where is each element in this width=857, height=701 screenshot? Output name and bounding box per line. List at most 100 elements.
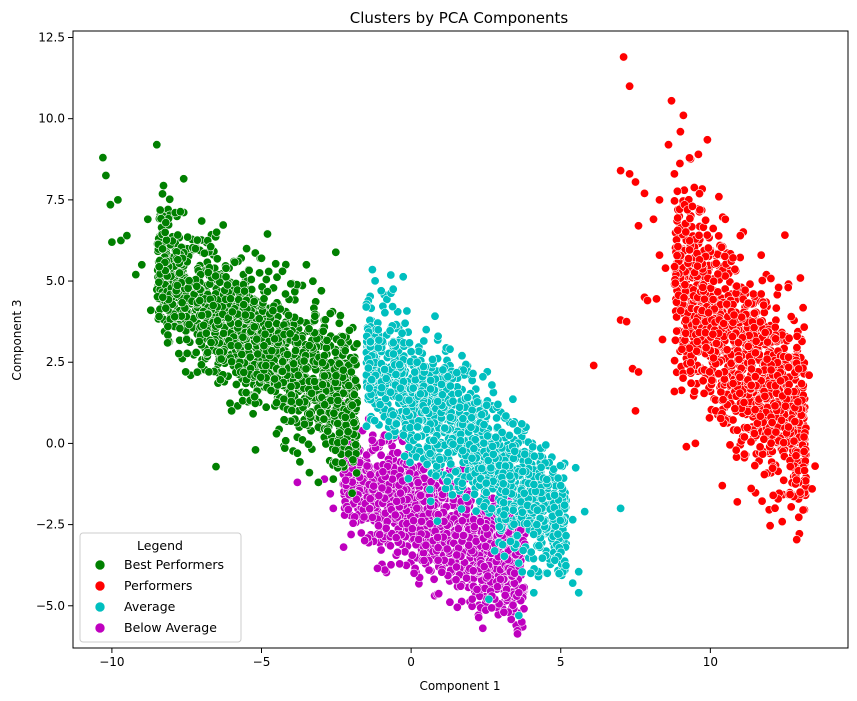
point-below-average <box>367 435 377 445</box>
point-average <box>517 419 527 429</box>
point-best-performers <box>319 414 329 424</box>
point-best-performers <box>190 244 200 254</box>
point-average <box>526 568 536 578</box>
point-average <box>365 337 375 347</box>
point-best-performers <box>307 388 317 398</box>
point-best-performers <box>163 330 173 340</box>
chart-title: Clusters by PCA Components <box>350 9 569 27</box>
point-below-average <box>367 512 377 522</box>
point-best-performers <box>259 341 269 351</box>
point-best-performers <box>337 458 347 468</box>
point-average <box>487 504 497 514</box>
point-below-average <box>359 512 369 522</box>
point-best-performers <box>173 230 183 240</box>
point-best-performers <box>349 418 359 428</box>
point-best-performers <box>329 408 339 418</box>
point-below-average <box>433 543 443 553</box>
point-best-performers <box>286 396 296 406</box>
point-best-performers <box>163 321 173 331</box>
point-best-performers <box>271 259 281 269</box>
point-best-performers <box>343 427 353 437</box>
point-average <box>400 318 410 328</box>
point-best-performers <box>322 335 332 345</box>
point-average <box>455 402 465 412</box>
point-average <box>364 383 374 393</box>
point-average <box>550 490 560 500</box>
point-best-performers <box>317 358 327 368</box>
point-average <box>370 276 380 286</box>
point-best-performers <box>195 296 205 306</box>
point-best-performers <box>122 231 132 241</box>
point-best-performers <box>295 457 305 467</box>
point-average <box>408 383 418 393</box>
point-best-performers <box>196 360 206 370</box>
point-below-average <box>391 533 401 543</box>
point-average <box>580 507 590 517</box>
point-best-performers <box>191 347 201 357</box>
point-best-performers <box>251 445 261 455</box>
point-best-performers <box>281 436 291 446</box>
point-best-performers <box>221 263 231 273</box>
point-best-performers <box>352 339 362 349</box>
point-best-performers <box>261 274 271 284</box>
point-average <box>431 471 441 481</box>
point-best-performers <box>261 361 271 371</box>
point-below-average <box>395 488 405 498</box>
point-best-performers <box>301 260 311 270</box>
point-best-performers <box>245 352 255 362</box>
point-below-average <box>500 590 510 600</box>
point-best-performers <box>320 400 330 410</box>
point-average <box>404 338 414 348</box>
point-below-average <box>461 573 471 583</box>
point-average <box>373 343 383 353</box>
point-best-performers <box>270 374 280 384</box>
point-best-performers <box>159 181 169 191</box>
point-best-performers <box>268 306 278 316</box>
point-best-performers <box>333 418 343 428</box>
point-below-average <box>407 524 417 534</box>
point-average <box>469 444 479 454</box>
point-below-average <box>457 516 467 526</box>
point-average <box>422 424 432 434</box>
point-best-performers <box>213 316 223 326</box>
point-best-performers <box>321 343 331 353</box>
point-best-performers <box>192 281 202 291</box>
point-best-performers <box>264 266 274 276</box>
point-best-performers <box>131 270 141 280</box>
point-average <box>518 545 528 555</box>
point-best-performers <box>335 311 345 321</box>
point-best-performers <box>346 367 356 377</box>
point-below-average <box>468 566 478 576</box>
point-best-performers <box>206 337 216 347</box>
point-best-performers <box>165 194 175 204</box>
point-best-performers <box>240 286 250 296</box>
point-average <box>522 519 532 529</box>
point-below-average <box>483 571 493 581</box>
point-average <box>412 357 422 367</box>
point-average <box>514 610 524 620</box>
point-best-performers <box>197 216 207 226</box>
point-below-average <box>519 604 529 614</box>
point-average <box>436 379 446 389</box>
point-below-average <box>416 490 426 500</box>
point-average <box>479 501 489 511</box>
point-average <box>482 400 492 410</box>
point-average <box>391 419 401 429</box>
point-best-performers <box>239 367 249 377</box>
point-below-average <box>414 534 424 544</box>
point-average <box>568 515 578 525</box>
point-average <box>568 578 578 588</box>
point-below-average <box>375 530 385 540</box>
point-best-performers <box>212 254 222 264</box>
point-best-performers <box>175 268 185 278</box>
point-average <box>560 500 570 510</box>
point-average <box>616 503 626 513</box>
point-average <box>479 420 489 430</box>
point-average <box>388 338 398 348</box>
point-best-performers <box>240 310 250 320</box>
point-average <box>442 476 452 486</box>
point-best-performers <box>227 406 237 416</box>
point-average <box>413 432 423 442</box>
point-below-average <box>421 540 431 550</box>
